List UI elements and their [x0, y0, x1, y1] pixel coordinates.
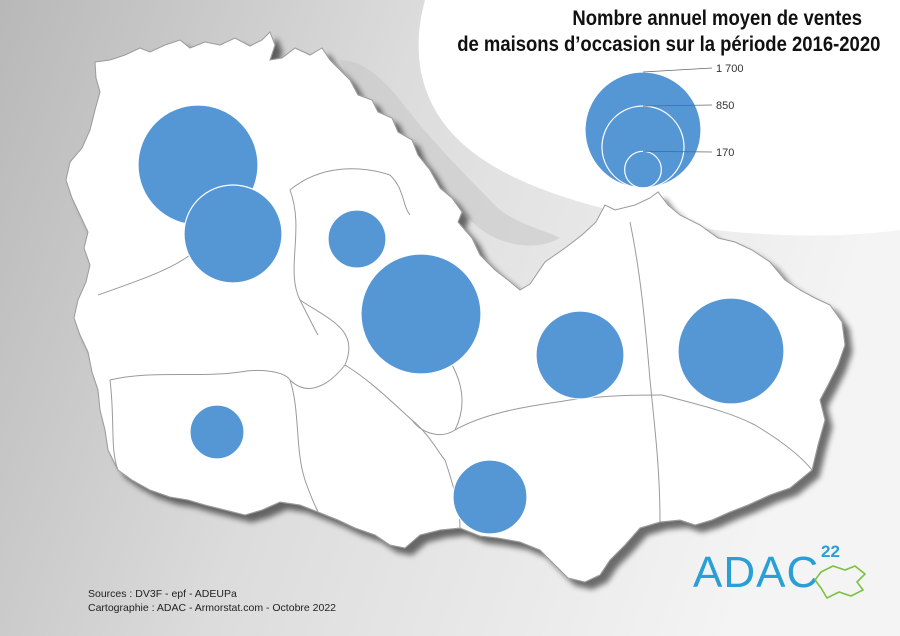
- legend-leader-1: [642, 67, 713, 73]
- title-line-2: de maisons d’occasion sur la période 201…: [457, 33, 881, 56]
- logo-text: ADAC: [693, 548, 820, 597]
- sea-shading: [340, 60, 560, 246]
- legend-label-large: 1 700: [716, 63, 744, 75]
- legend: [584, 67, 713, 189]
- sales-circle-4: [360, 253, 482, 375]
- sources-line: Sources : DV3F - epf - ADEUPa: [88, 588, 237, 600]
- sales-circle-7: [189, 404, 245, 460]
- logo-shape-icon: [814, 565, 867, 600]
- adac-logo: ADAC 22: [693, 542, 868, 604]
- sources-note: Sources : DV3F - epf - ADEUPa Cartograph…: [88, 587, 336, 615]
- legend-leader-3: [642, 150, 713, 153]
- legend-label-medium: 850: [716, 100, 735, 112]
- sales-circle-3: [327, 209, 387, 269]
- legend-leader-2: [642, 104, 713, 107]
- sales-circle-8: [452, 459, 528, 535]
- title-line-1: Nombre annuel moyen de ventes: [572, 7, 862, 30]
- map-title: Nombre annuel moyen de ventes de maisons…: [457, 6, 881, 58]
- sales-circle-6: [677, 297, 785, 405]
- sales-circle-2: [183, 184, 283, 284]
- legend-circle-1: [584, 71, 702, 189]
- cartography-line: Cartographie : ADAC - Armorstat.com - Oc…: [88, 602, 337, 614]
- logo-number: 22: [821, 542, 840, 561]
- legend-label-small: 170: [716, 147, 735, 159]
- legend-circle-3: [624, 150, 662, 189]
- circles-layer: [137, 104, 785, 535]
- sales-circle-5: [535, 310, 625, 400]
